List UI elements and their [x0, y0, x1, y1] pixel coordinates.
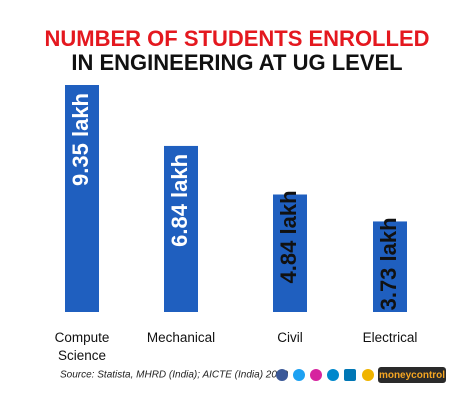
- facebook-icon: [276, 369, 288, 381]
- logo: moneycontrol: [379, 370, 445, 381]
- value-label: 9.35 lakh: [68, 93, 93, 186]
- bar: [373, 221, 407, 312]
- value-label: 6.84 lakh: [167, 154, 192, 247]
- logo-box: [378, 367, 446, 383]
- instagram-icon: [310, 369, 322, 381]
- x-tick-label: Civil: [277, 330, 303, 345]
- source: Source: Statista, MHRD (India); AICTE (I…: [60, 370, 288, 381]
- x-tick-label: Electrical: [362, 330, 418, 345]
- chart-title: NUMBER OF STUDENTS ENROLLED: [45, 26, 430, 51]
- bar: [65, 85, 99, 312]
- bar: [273, 194, 307, 312]
- telegram-icon: [327, 369, 339, 381]
- value-label: 4.84 lakh: [276, 190, 301, 283]
- twitter-icon: [293, 369, 305, 381]
- social-icons: [276, 367, 446, 383]
- x-tick-label: Compute Science: [54, 330, 110, 363]
- value-label: 3.73 lakh: [376, 217, 401, 310]
- bar: [164, 145, 198, 312]
- x-tick-label: Mechanical: [146, 330, 216, 345]
- koo-icon: [362, 369, 374, 381]
- chart-subtitle: IN ENGINEERING AT UG LEVEL: [71, 50, 402, 75]
- linkedin-icon: [344, 369, 356, 381]
